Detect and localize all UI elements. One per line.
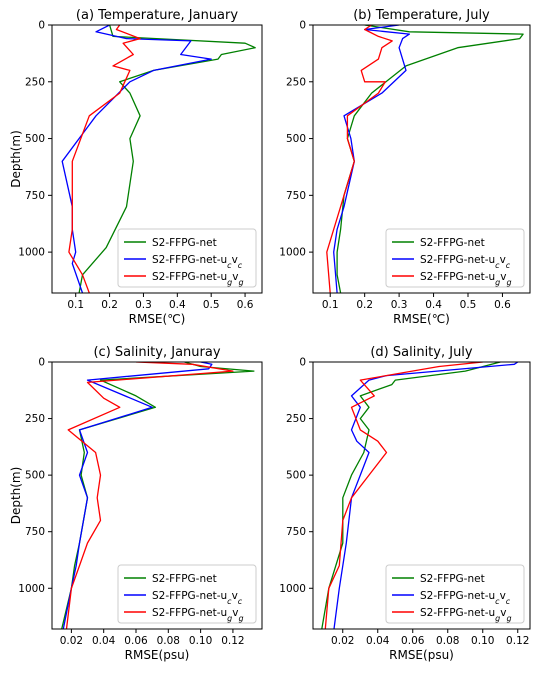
x-tick-label: 0.1 (322, 299, 339, 311)
x-axis-label: RMSE(psu) (389, 648, 454, 662)
y-tick-label: 750 (25, 190, 45, 202)
y-tick-label: 0 (299, 20, 306, 32)
y-tick-label: 500 (25, 133, 45, 145)
series-line-0 (321, 362, 501, 629)
x-axis-label: RMSE(℃) (393, 312, 450, 326)
legend-label: S2-FFPG-net-ucvc (420, 254, 511, 270)
y-tick-label: 500 (25, 470, 45, 482)
legend-box (385, 564, 525, 624)
panel-c-salinity-january: 0.02 0.04 0.06 0.08 0.10 0.12 0 250 500 750 1000 (c… (9, 345, 263, 662)
y-tick-label: 250 (25, 76, 45, 88)
legend-label: S2-FFPG-net (420, 237, 485, 249)
series-line-2 (324, 362, 483, 629)
x-tick-label: 0.4 (425, 299, 442, 311)
panel-d-salinity-july: 0.02 0.04 0.06 0.08 0.10 0.12 0 250 500 750 1000 (d… (279, 345, 531, 662)
x-tick-label: 0.04 (366, 635, 390, 647)
x-tick-label: 0.3 (135, 299, 152, 311)
chart-title: (c) Salinity, Januray (93, 345, 220, 360)
y-tick-label: 1000 (279, 247, 306, 259)
plot-frame (312, 24, 531, 294)
y-tick-label: 1000 (18, 247, 45, 259)
y-tick-label: 0 (38, 357, 45, 369)
y-tick-label: 1000 (279, 583, 306, 595)
legend-label: S2-FFPG-net-ucvc (152, 590, 243, 606)
legend-label: S2-FFPG-net-ugvg (420, 607, 512, 623)
legend: S2-FFPG-net S2-FFPG-net-ucvcS2-FFPG-net-u… (117, 228, 257, 288)
legend-label: S2-FFPG-net (152, 573, 217, 585)
legend-label: S2-FFPG-net-ugvg (152, 607, 244, 623)
series-line-2 (68, 25, 141, 293)
legend-label: S2-FFPG-net-ugvg (420, 271, 512, 287)
y-axis-label: Depth(m) (9, 467, 23, 525)
y-tick-label: 0 (38, 20, 45, 32)
chart-title: (b) Temperature, July (353, 8, 490, 23)
x-tick-label: 0.6 (494, 299, 511, 311)
x-tick-label: 0.3 (391, 299, 408, 311)
x-tick-label: 0.06 (124, 635, 148, 647)
panel-b-temperature-july: 0.1 0.2 0.3 0.4 0.5 0.6 0 250 500 750 1000 (b) Temp… (279, 8, 531, 326)
legend: S2-FFPG-net S2-FFPG-net-ucvcS2-FFPG-net-u… (117, 564, 257, 624)
series-line-0 (336, 25, 524, 293)
y-tick-label: 750 (286, 190, 306, 202)
y-axis-label: Depth(m) (9, 130, 23, 188)
series-line-1 (62, 362, 213, 629)
x-tick-label: 0.12 (221, 635, 244, 647)
x-tick-label: 0.10 (189, 635, 212, 647)
x-tick-label: 0.08 (157, 635, 180, 647)
x-tick-label: 0.08 (436, 635, 459, 647)
legend-label: S2-FFPG-net (420, 573, 485, 585)
x-tick-label: 0.02 (60, 635, 83, 647)
y-tick-label: 250 (286, 76, 306, 88)
y-tick-label: 1000 (18, 583, 45, 595)
panel-a-temperature-january: 0.1 0.2 0.3 0.4 0.5 0.6 0 250 500 750 1000 (a) Temp… (9, 8, 263, 326)
plot-frame (312, 361, 531, 630)
x-tick-label: 0.12 (506, 635, 529, 647)
y-tick-label: 500 (286, 133, 306, 145)
y-tick-label: 0 (299, 357, 306, 369)
legend-label: S2-FFPG-net-ugvg (152, 271, 244, 287)
x-axis-label: RMSE(psu) (125, 648, 190, 662)
x-tick-label: 0.1 (67, 299, 84, 311)
x-tick-label: 0.5 (203, 299, 220, 311)
legend-box (117, 228, 257, 288)
legend: S2-FFPG-net S2-FFPG-net-ucvcS2-FFPG-net-u… (385, 228, 525, 288)
x-tick-label: 0.5 (460, 299, 477, 311)
x-tick-label: 0.02 (331, 635, 354, 647)
x-axis-label: RMSE(℃) (129, 312, 186, 326)
series-line-2 (65, 362, 234, 629)
x-tick-label: 0.2 (356, 299, 373, 311)
y-tick-label: 250 (286, 413, 306, 425)
y-tick-label: 750 (25, 526, 45, 538)
legend-label: S2-FFPG-net-ucvc (420, 590, 511, 606)
series-line-1 (61, 25, 212, 293)
chart-title: (a) Temperature, January (76, 8, 238, 23)
y-tick-label: 500 (286, 470, 306, 482)
legend-label: S2-FFPG-net (152, 237, 217, 249)
legend: S2-FFPG-net S2-FFPG-net-ucvcS2-FFPG-net-u… (385, 564, 525, 624)
x-tick-label: 0.6 (237, 299, 254, 311)
plot-frame (51, 361, 263, 630)
x-tick-label: 0.10 (471, 635, 494, 647)
x-tick-label: 0.4 (169, 299, 186, 311)
y-tick-label: 750 (286, 526, 306, 538)
legend-box (385, 228, 525, 288)
y-tick-label: 250 (25, 413, 45, 425)
legend-box (117, 564, 257, 624)
x-tick-label: 0.06 (401, 635, 425, 647)
x-tick-label: 0.04 (92, 635, 116, 647)
x-tick-label: 0.2 (101, 299, 118, 311)
chart-title: (d) Salinity, July (370, 345, 473, 360)
plot-frame (51, 24, 263, 294)
series-line-2 (326, 25, 393, 293)
legend-label: S2-FFPG-net-ucvc (152, 254, 243, 270)
